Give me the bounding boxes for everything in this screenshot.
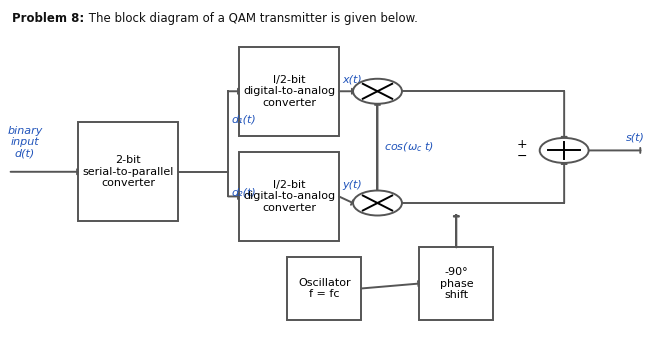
Text: +: + bbox=[516, 138, 527, 151]
Text: Problem 8:: Problem 8: bbox=[12, 12, 84, 25]
Text: The block diagram of a QAM transmitter is given below.: The block diagram of a QAM transmitter i… bbox=[85, 12, 417, 25]
Circle shape bbox=[540, 138, 589, 163]
Text: d₁(t): d₁(t) bbox=[231, 115, 256, 125]
Text: x(t): x(t) bbox=[342, 75, 362, 85]
Text: l/2-bit
digital-to-analog
converter: l/2-bit digital-to-analog converter bbox=[243, 75, 335, 108]
FancyBboxPatch shape bbox=[239, 47, 339, 135]
FancyBboxPatch shape bbox=[288, 257, 361, 320]
Circle shape bbox=[353, 190, 402, 215]
Text: cos($\omega_c$ t): cos($\omega_c$ t) bbox=[384, 140, 434, 154]
Text: y(t): y(t) bbox=[342, 180, 362, 190]
Circle shape bbox=[353, 79, 402, 104]
Text: d₂(t): d₂(t) bbox=[231, 187, 256, 197]
FancyBboxPatch shape bbox=[419, 247, 494, 320]
FancyBboxPatch shape bbox=[78, 122, 178, 221]
Text: -90°
phase
shift: -90° phase shift bbox=[439, 267, 473, 300]
Text: Oscillator
f = fᴄ: Oscillator f = fᴄ bbox=[298, 278, 351, 299]
Text: 2-bit
serial-to-parallel
converter: 2-bit serial-to-parallel converter bbox=[82, 155, 174, 188]
Text: s(t): s(t) bbox=[626, 132, 645, 142]
FancyBboxPatch shape bbox=[239, 152, 339, 241]
Text: l/2-bit
digital-to-analog
converter: l/2-bit digital-to-analog converter bbox=[243, 180, 335, 213]
Text: −: − bbox=[516, 150, 527, 163]
Text: binary
input
d(t): binary input d(t) bbox=[7, 126, 43, 159]
